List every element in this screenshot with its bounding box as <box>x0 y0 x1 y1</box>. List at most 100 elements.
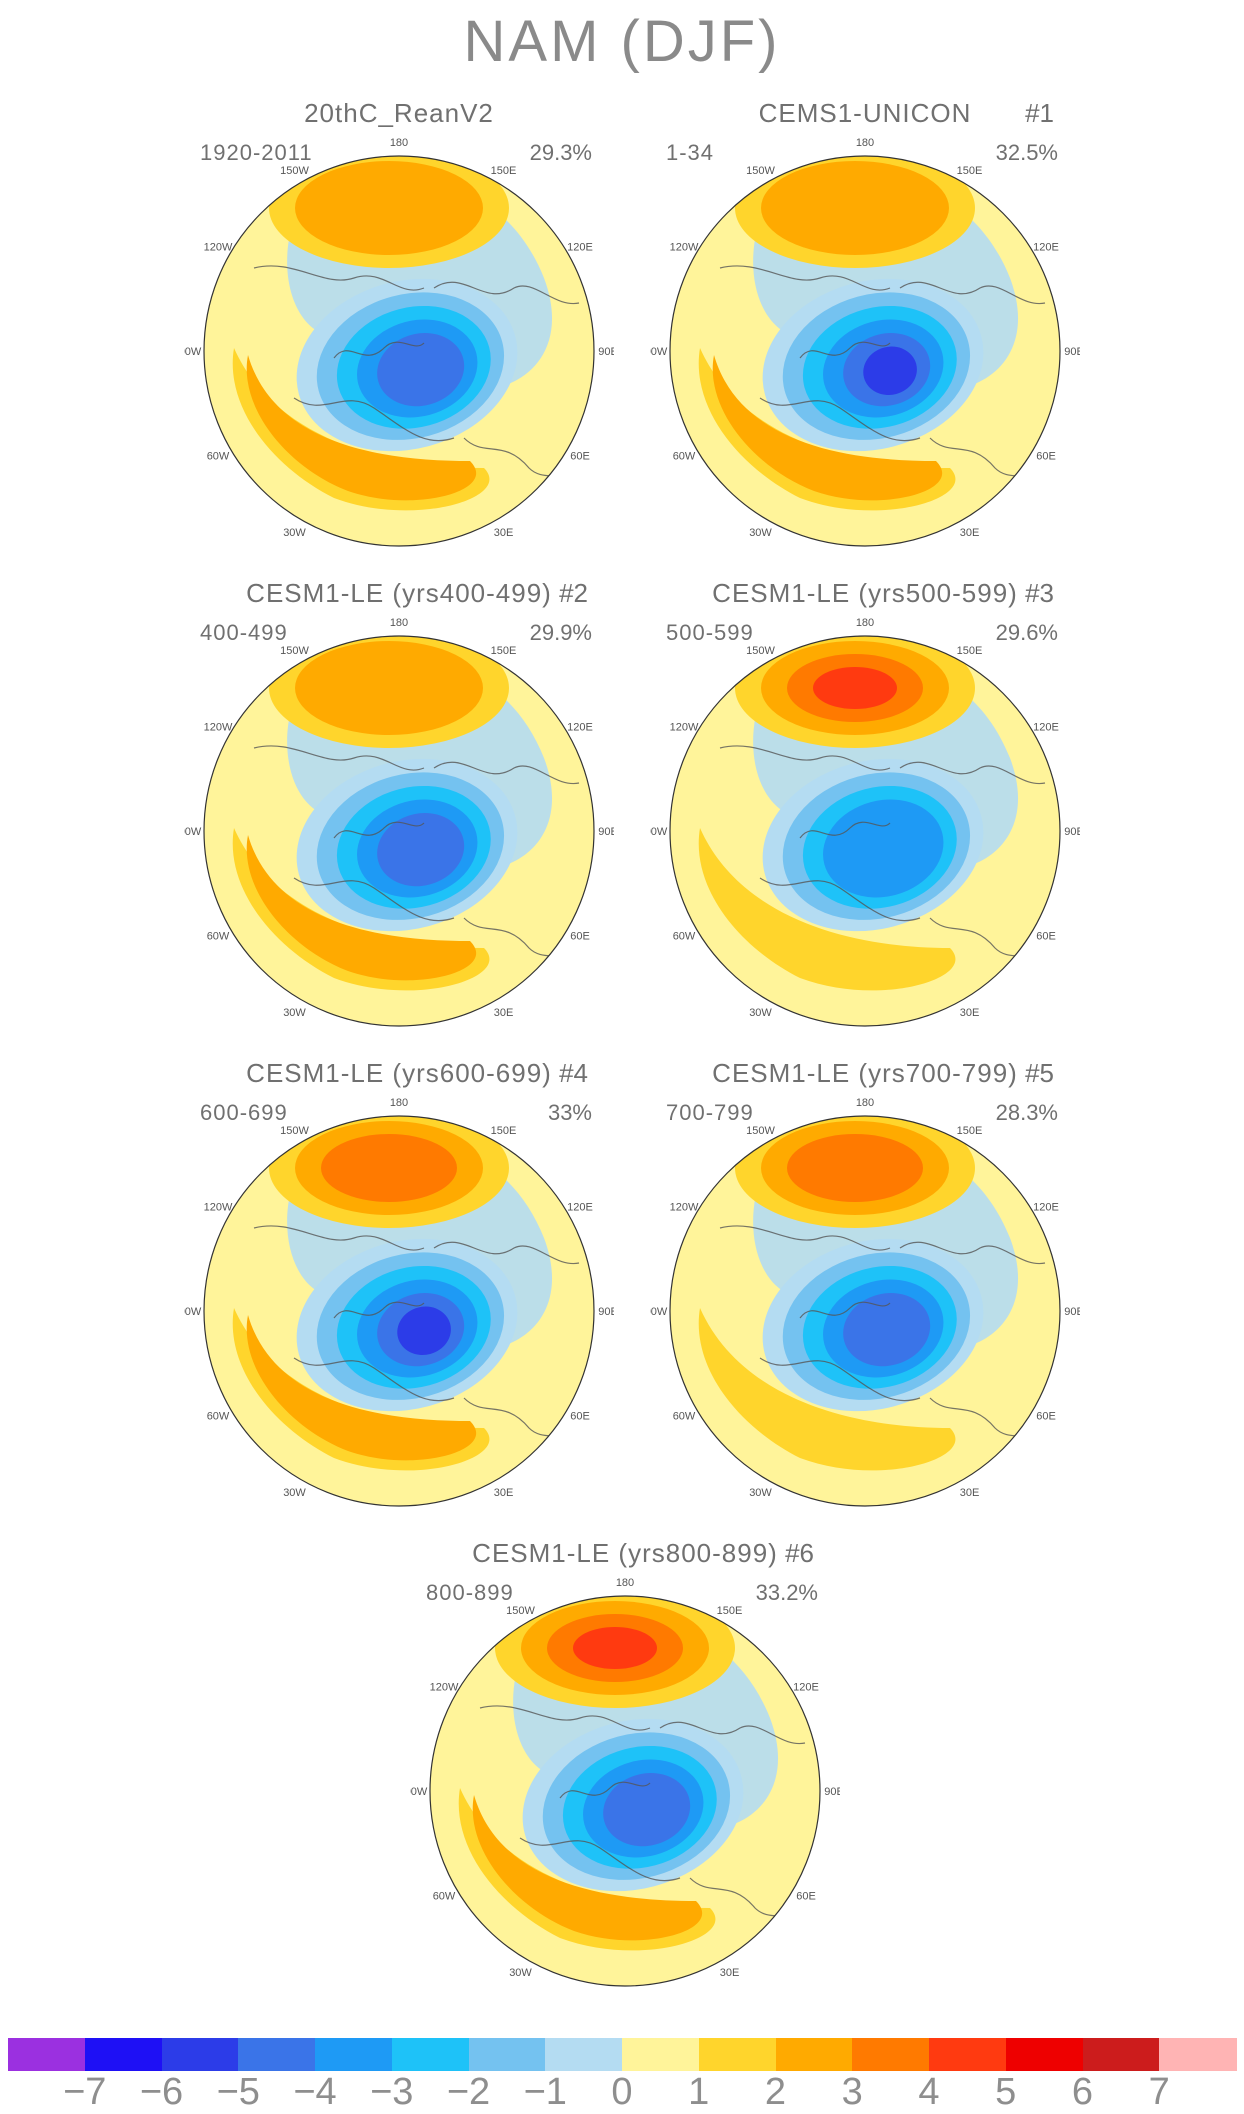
colorbar-label: −5 <box>216 2071 260 2113</box>
longitude-label: 120E <box>1033 722 1059 734</box>
coastline <box>799 821 891 839</box>
panel-variance-percent: 32.5% <box>995 140 1058 165</box>
arctic-low-contour <box>843 1293 931 1367</box>
longitude-label: 180 <box>390 1098 408 1109</box>
coastline <box>759 877 921 922</box>
panel-title: CESM1-LE (yrs700-799) <box>712 1058 1018 1088</box>
panel-title: CEMS1-UNICON <box>758 98 972 128</box>
longitude-label: 180 <box>856 1098 874 1109</box>
panel-years: 1-34 <box>666 140 715 165</box>
colorbar-label: 4 <box>918 2071 940 2113</box>
colorbar-label: −4 <box>293 2071 337 2113</box>
colorbar-swatch <box>545 2038 623 2071</box>
coastline <box>719 745 891 771</box>
colorbar-label: −3 <box>370 2071 414 2113</box>
longitude-label: 150W <box>746 165 775 177</box>
map-panel: CEMS1-UNICON #1 1-34 32.5% 180 150E 120E 90E 60E… <box>650 98 1080 547</box>
coastline <box>519 1837 681 1882</box>
longitude-label: 150E <box>491 1125 517 1137</box>
colorbar-swatch <box>622 2038 700 2071</box>
panel-number: #6 <box>785 1538 814 1568</box>
map-panel: 20thC_ReanV2 1920-2011 29.3% 180 150E 120E 90E… <box>184 98 614 547</box>
longitude-label: 150W <box>746 1125 775 1137</box>
coastline <box>333 341 425 359</box>
longitude-label: 60E <box>570 1411 590 1423</box>
panel-years: 700-799 <box>666 1100 754 1125</box>
longitude-label: 120W <box>204 242 233 254</box>
longitude-label: 60W <box>207 1411 230 1423</box>
colorbar-swatch <box>238 2038 316 2071</box>
longitude-label: 150W <box>746 645 775 657</box>
panel-title: CESM1-LE (yrs800-899) <box>472 1538 778 1568</box>
figure-title: NAM (DJF) <box>463 9 781 74</box>
longitude-label: 90E <box>824 1786 840 1798</box>
longitude-label: 30E <box>494 1487 514 1499</box>
longitude-label: 90W <box>410 1786 428 1798</box>
longitude-label: 60W <box>207 931 230 943</box>
map-panel: CESM1-LE (yrs800-899) #6 800-899 33.2% 180 15… <box>410 1538 840 1987</box>
coastline <box>479 1705 651 1731</box>
polar-map: 180150E120E90E60E30E030W60W90W120W150W <box>184 1098 614 1507</box>
longitude-label: 150W <box>506 1605 535 1617</box>
longitude-label: 120W <box>670 1202 699 1214</box>
longitude-label: 60W <box>673 1411 696 1423</box>
coastline <box>759 397 921 442</box>
atlantic-high-contour <box>246 355 477 501</box>
coastline <box>799 341 891 359</box>
coastline <box>659 1721 806 1745</box>
arctic-low-contour <box>863 346 917 395</box>
colorbar-swatch <box>852 2038 930 2071</box>
coastline <box>293 877 455 922</box>
map-border <box>669 1115 1061 1507</box>
colorbar-label: −6 <box>139 2071 184 2113</box>
atlantic-high-contour <box>472 1795 703 1941</box>
map-border <box>203 635 595 1027</box>
longitude-label: 60E <box>796 1891 816 1903</box>
polar-map: 180150E120E90E60E30E030W60W90W120W150W <box>184 138 614 547</box>
panel-years: 1920-2011 <box>200 140 313 165</box>
coastline <box>899 281 1046 305</box>
longitude-label: 60E <box>570 931 590 943</box>
coastline <box>433 281 580 305</box>
colorbar-swatch <box>775 2038 853 2071</box>
coastline <box>559 1781 651 1799</box>
longitude-label: 60W <box>207 451 230 463</box>
colorbar-label: 3 <box>841 2071 863 2113</box>
panel-variance-percent: 29.3% <box>529 140 592 165</box>
colorbar-swatch <box>1159 2038 1237 2071</box>
longitude-label: 150W <box>280 165 309 177</box>
map-border <box>669 155 1061 547</box>
coastline <box>293 1357 455 1402</box>
pacific-high-contour <box>295 161 483 255</box>
panel-years: 600-699 <box>200 1100 288 1125</box>
colorbar-label: 6 <box>1071 2071 1094 2113</box>
longitude-label: 30W <box>749 1007 772 1019</box>
pacific-high-contour <box>787 1134 923 1202</box>
polar-map: 180150E120E90E60E30E030W60W90W120W150W <box>650 1098 1080 1507</box>
longitude-label: 60W <box>433 1891 456 1903</box>
longitude-label: 90E <box>1064 826 1080 838</box>
panel-years: 500-599 <box>666 620 754 645</box>
pacific-high-contour <box>321 1134 457 1202</box>
polar-map: 180150E120E90E60E30E030W60W90W120W150W <box>650 138 1080 547</box>
colorbar-label: −2 <box>446 2071 491 2113</box>
colorbar-swatch <box>161 2038 239 2071</box>
coastline <box>253 265 425 291</box>
map-panel: CESM1-LE (yrs500-599) #3 500-599 29.6% 180 15… <box>650 578 1080 1027</box>
map-panel: CESM1-LE (yrs700-799) #5 700-799 28.3% 180 15… <box>650 1058 1080 1507</box>
panel-years: 400-499 <box>200 620 288 645</box>
polar-map: 180150E120E90E60E30E030W60W90W120W150W <box>184 618 614 1027</box>
longitude-label: 150E <box>491 645 517 657</box>
panel-title: CESM1-LE (yrs600-699) <box>246 1058 552 1088</box>
longitude-label: 30W <box>509 1967 532 1979</box>
longitude-label: 120E <box>567 242 593 254</box>
colorbar-label: 1 <box>688 2071 710 2113</box>
longitude-label: 30W <box>749 1487 772 1499</box>
longitude-label: 150W <box>280 1125 309 1137</box>
map-border <box>669 635 1061 1027</box>
coastline <box>899 761 1046 785</box>
longitude-label: 90W <box>650 1306 668 1318</box>
colorbar-label: −1 <box>523 2071 567 2113</box>
pacific-high-contour <box>813 667 897 709</box>
panel-years: 800-899 <box>426 1580 514 1605</box>
